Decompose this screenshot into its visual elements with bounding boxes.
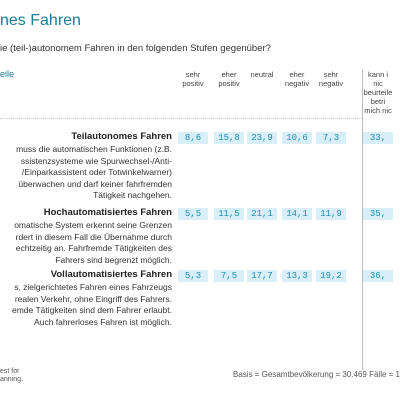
column-header: negativ (284, 79, 310, 88)
value-cell: 21,1 (247, 208, 277, 220)
column-header: eher (289, 70, 305, 79)
column-header: kann i (367, 70, 388, 79)
column-header: sehr (185, 70, 201, 79)
value-cell: 19,2 (316, 270, 346, 282)
value-cell: 10,6 (282, 132, 312, 144)
value-cell: 13,3 (282, 270, 312, 282)
column-header: negativ (318, 79, 344, 88)
value-cell: 17,7 (247, 270, 277, 282)
value-cell: 36, (363, 270, 393, 282)
row-description: /Einparkassistent oder Totwinkelwarner) (21, 167, 172, 177)
value-cell: 35, (363, 208, 393, 220)
column-header: neutral (250, 70, 274, 79)
row-title: Teilautonomes Fahren (71, 131, 172, 142)
row-title: Hochautomatisiertes Fahren (43, 207, 172, 218)
row-description: realen Verkehr, ohne Eingriff des Fahrer… (14, 293, 172, 304)
row-description: Fahrers sind begrenzt möglich. (55, 254, 172, 265)
logo: est for anning. (0, 368, 23, 384)
title: nes Fahren (0, 12, 81, 29)
row-description: Tätigkeit nachgehen. (93, 190, 172, 200)
row-description: emde Tätigkeiten sind dem Fahrer erlaubt… (11, 305, 172, 315)
column-header: nic (373, 79, 383, 88)
row-description: omatische System erkennt seine Grenzen (14, 220, 172, 230)
value-cell: 7,3 (316, 132, 346, 144)
value-cell: 33, (363, 132, 393, 144)
column-header: mich nic (364, 106, 392, 115)
column-header: beurteile (363, 88, 393, 97)
value-cell: 5,3 (178, 270, 208, 282)
left-header: eile (0, 69, 15, 79)
value-cell: 14,1 (282, 208, 312, 220)
divider (362, 70, 363, 370)
column-header: betri (370, 97, 386, 106)
value-cell: 8,6 (178, 132, 208, 144)
column-header: sehr (323, 70, 339, 79)
logo-line: anning. (0, 376, 23, 383)
logo-line: est for (0, 368, 20, 375)
column-header: positiv (182, 79, 204, 88)
row-description: muss die automatischen Funktionen (z.B. (16, 144, 172, 154)
header-rule (0, 118, 362, 119)
row-description: ssistenzsysteme wie Spurwechsel-/Anti- (20, 155, 172, 166)
row-description: rdert in diesem Fall die Übernahme durch (15, 231, 172, 242)
row-title: Vollautomatisiertes Fahren (50, 269, 172, 280)
value-cell: 7,5 (214, 270, 244, 282)
value-cell: 11,9 (316, 208, 346, 220)
basis: Basis = Gesamtbevölkerung = 30.469 Fälle… (233, 370, 400, 379)
question: ie (teil-)autonomem Fahren in den folgen… (0, 43, 271, 54)
column-header: positiv (218, 79, 240, 88)
row-description: überwachen und darf keiner fahrfremden (18, 178, 172, 189)
row-description: s, zielgerichtetes Fahren eines Fahrzeug… (14, 282, 172, 292)
column-header: eher (221, 70, 237, 79)
row-description: Auch fahrerloses Fahren ist möglich. (34, 316, 172, 327)
row-description: echtzeitig an. Fahrfremde Tätigkeiten de… (15, 243, 172, 253)
value-cell: 5,5 (178, 208, 208, 220)
value-cell: 11,5 (214, 208, 244, 220)
value-cell: 15,8 (214, 132, 244, 144)
value-cell: 23,9 (247, 132, 277, 144)
